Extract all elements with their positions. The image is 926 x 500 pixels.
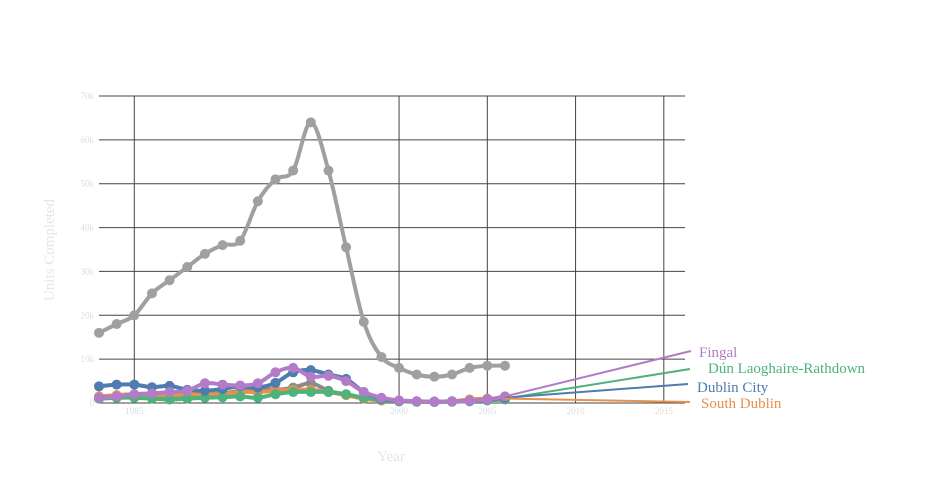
- y-tick-label: 70k: [81, 91, 95, 101]
- y-axis-title: Units Completed: [42, 198, 58, 301]
- label-leader-line: [504, 397, 691, 403]
- data-point: [482, 394, 493, 405]
- y-tick-label: 60k: [81, 135, 95, 145]
- data-point: [94, 381, 104, 392]
- data-point: [305, 117, 316, 128]
- data-point: [94, 392, 104, 403]
- data-point: [164, 275, 175, 286]
- label-leader-line: [504, 350, 692, 398]
- series-0: [94, 117, 510, 382]
- y-tick-label: 30k: [81, 266, 95, 276]
- data-point: [129, 379, 140, 390]
- y-tick-label: 10k: [81, 354, 95, 364]
- data-point: [376, 351, 387, 362]
- data-point: [499, 360, 510, 371]
- data-point: [305, 387, 316, 398]
- data-point: [288, 165, 299, 176]
- data-point: [394, 395, 405, 406]
- data-point: [411, 369, 422, 380]
- data-point: [129, 389, 140, 400]
- series-end-label: South Dublin: [701, 396, 782, 412]
- data-point: [111, 391, 122, 402]
- label-leader-line: [504, 368, 691, 400]
- data-point: [252, 392, 263, 403]
- data-point: [429, 371, 440, 382]
- data-point: [235, 380, 246, 391]
- data-point: [482, 360, 493, 371]
- data-point: [129, 310, 140, 321]
- x-axis-title: Year: [377, 449, 405, 465]
- data-point: [323, 387, 334, 398]
- data-point: [164, 387, 175, 398]
- x-tick-label: 1985: [125, 406, 144, 416]
- data-point: [94, 327, 104, 338]
- data-point: [323, 165, 334, 176]
- x-tick-label: 2005: [478, 406, 497, 416]
- series-end-label: Dublin City: [697, 380, 769, 396]
- data-point: [270, 367, 281, 378]
- data-point: [252, 378, 263, 389]
- data-point: [111, 379, 122, 390]
- data-point: [288, 387, 299, 398]
- data-point: [464, 395, 475, 406]
- data-point: [146, 388, 157, 399]
- data-point: [164, 394, 175, 405]
- data-point: [270, 377, 281, 388]
- series-1: [94, 362, 510, 407]
- data-point: [341, 242, 352, 253]
- x-tick-label: 2000: [390, 406, 409, 416]
- tick-labels: 0 10k 20k 30k 40k 50k 60k 70k 1985 2000 2005 2010 20…: [81, 91, 674, 416]
- series-layer: [94, 117, 510, 408]
- x-tick-label: 2010: [567, 406, 586, 416]
- data-point: [182, 385, 193, 396]
- data-point: [182, 262, 193, 273]
- label-leader-line: [504, 383, 689, 399]
- series-end-label: Dún Laoghaire-Rathdown: [708, 361, 866, 377]
- data-point: [270, 174, 281, 185]
- data-point: [199, 248, 210, 259]
- y-tick-label: 50k: [81, 179, 95, 189]
- data-point: [447, 396, 458, 407]
- x-tick-label: 2015: [655, 406, 674, 416]
- data-point: [305, 371, 316, 382]
- data-point: [235, 235, 246, 246]
- data-point: [199, 392, 210, 403]
- data-point: [341, 376, 352, 387]
- data-point: [411, 396, 422, 407]
- data-point: [429, 396, 440, 407]
- data-point: [217, 240, 228, 251]
- data-point: [199, 385, 210, 396]
- data-point: [270, 389, 281, 400]
- data-point: [394, 362, 405, 373]
- data-point: [358, 316, 369, 327]
- data-point: [447, 369, 458, 380]
- series-2: [94, 387, 510, 408]
- data-point: [252, 196, 263, 207]
- series-end-label: Fingal: [699, 345, 737, 361]
- y-tick-label: 20k: [81, 310, 95, 320]
- data-point: [111, 319, 122, 330]
- data-point: [376, 392, 387, 403]
- data-point: [199, 378, 210, 389]
- data-point: [182, 393, 193, 404]
- y-tick-label: 0: [90, 398, 95, 408]
- data-point: [217, 379, 228, 390]
- y-tick-label: 40k: [81, 223, 95, 233]
- data-point: [341, 389, 352, 400]
- data-point: [146, 288, 157, 299]
- data-point: [288, 362, 299, 373]
- data-point: [217, 392, 228, 403]
- data-point: [235, 391, 246, 402]
- data-point: [358, 387, 369, 398]
- data-point: [323, 370, 334, 381]
- series-line: [97, 120, 507, 379]
- data-point: [464, 362, 475, 373]
- grid-layer: [99, 95, 685, 404]
